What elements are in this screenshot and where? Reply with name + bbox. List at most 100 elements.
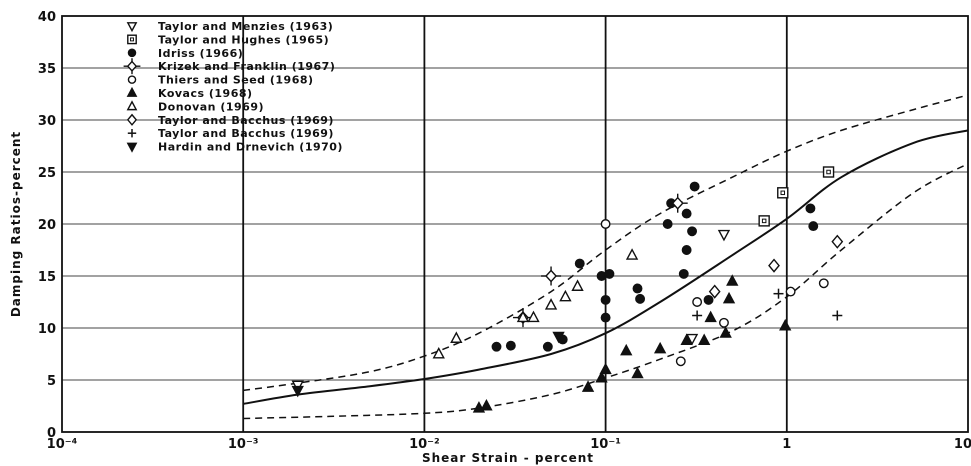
data-point-triangle-up-filled: [726, 274, 739, 286]
y-tick-label: 25: [38, 166, 56, 181]
data-point-diamond-cross: [667, 193, 688, 213]
data-point-circle-filled: [632, 283, 643, 294]
data-point-triangle-down-open: [717, 229, 731, 242]
x-tick-label: 10⁻⁴: [47, 437, 78, 452]
data-point-triangle-up-filled: [581, 380, 595, 392]
data-point-triangle-up-filled: [680, 333, 693, 346]
data-point-circle-filled: [600, 312, 611, 323]
data-point-triangle-up-open: [625, 248, 639, 260]
y-tick-label: 5: [47, 374, 56, 389]
y-tick-label: 15: [38, 270, 56, 285]
legend-entry: Idriss (1966): [158, 47, 243, 60]
legend-entry: Taylor and Hughes (1965): [158, 33, 329, 46]
data-point-triangle-up-filled: [599, 362, 612, 375]
data-points: [291, 166, 844, 413]
legend-marker: [126, 142, 138, 153]
curves: [243, 94, 969, 420]
data-point-triangle-up-open: [432, 347, 445, 359]
data-point-circle-open: [675, 356, 686, 367]
data-point-circle-filled: [600, 294, 611, 305]
data-point-circle-open: [818, 278, 829, 289]
data-point-triangle-up-filled: [480, 399, 493, 411]
data-point-circle-filled: [662, 219, 673, 229]
legend-entry: Kovacs (1968): [158, 87, 253, 100]
data-point-triangle-up-filled: [779, 318, 792, 331]
data-point-circle-filled: [491, 341, 502, 352]
y-tick-label: 40: [38, 10, 56, 25]
x-tick-labels: 10⁻⁴ 10⁻³ 10⁻² 10⁻¹ 1 10: [47, 437, 971, 452]
data-point-circle-filled: [505, 340, 516, 351]
data-point-triangle-up-filled: [653, 341, 667, 354]
data-point-triangle-up-open: [516, 310, 530, 323]
data-point-plus: [773, 288, 784, 299]
data-point-diamond-cross: [541, 266, 562, 286]
legend-marker: [126, 113, 138, 126]
data-point-triangle-up-open: [527, 310, 540, 323]
y-tick-label: 35: [38, 62, 56, 77]
mean-curve: [243, 129, 969, 405]
data-point-plus: [832, 310, 843, 321]
data-point-triangle-up-filled: [719, 326, 732, 338]
legend-marker: [127, 75, 137, 84]
data-point-circle-open: [692, 297, 703, 307]
data-point-plus: [692, 310, 703, 321]
data-point-triangle-up-filled: [722, 291, 736, 304]
data-point-circle-filled: [542, 341, 553, 352]
legend-entry: Donovan (1969): [158, 100, 264, 113]
data-point-triangle-up-filled: [631, 366, 644, 379]
x-axis-label: Shear Strain - percent: [422, 451, 594, 465]
data-point-circle-filled: [596, 271, 607, 281]
legend-marker: [126, 100, 138, 111]
legend-entry: Krizek and Franklin (1967): [158, 60, 335, 73]
y-tick-label: 30: [38, 114, 56, 129]
plot-frame: [61, 15, 969, 433]
y-axis-label: Damping Ratios-percent: [9, 131, 23, 317]
x-tick-label: 10⁻¹: [590, 437, 621, 452]
data-point-circle-filled: [681, 245, 692, 255]
data-point-circle-open: [600, 219, 611, 229]
bound-curve: [243, 94, 969, 392]
data-point-triangle-up-open: [559, 289, 572, 302]
data-point-square-open: [822, 166, 835, 178]
data-point-circle-open: [785, 286, 796, 297]
data-point-circle-filled: [604, 268, 615, 279]
data-point-circle-filled: [678, 268, 689, 279]
y-tick-label: 0: [47, 426, 56, 441]
data-point-diamond-open: [768, 258, 780, 273]
legend-entry: Hardin and Drnevich (1970): [158, 141, 343, 154]
y-tick-labels: 0 5 10 15 20 25 30 35 40: [38, 10, 56, 441]
data-point-square-open: [777, 187, 789, 199]
data-point-triangle-up-open: [571, 279, 584, 291]
legend-marker: [127, 129, 137, 138]
data-point-triangle-down-filled: [552, 331, 565, 344]
legend-entry: Thiers and Seed (1968): [158, 74, 314, 87]
data-point-square-open: [758, 215, 770, 227]
x-tick-label: 1: [782, 437, 791, 452]
data-point-circle-open: [719, 317, 729, 328]
data-point-triangle-up-filled: [595, 370, 608, 383]
y-tick-label: 20: [38, 218, 56, 233]
data-point-circle-filled: [635, 293, 646, 304]
data-point-triangle-up-filled: [620, 343, 633, 356]
data-point-diamond-open: [708, 284, 721, 299]
legend: Taylor and Menzies (1963)Taylor and Hugh…: [123, 20, 343, 154]
x-tick-label: 10: [954, 437, 971, 452]
data-point-diamond-open: [831, 234, 844, 249]
legend-entry: Taylor and Bacchus (1969): [158, 127, 334, 140]
x-tick-label: 10⁻²: [409, 437, 440, 452]
data-point-circle-filled: [687, 226, 698, 237]
legend-marker: [126, 22, 138, 33]
legend-marker: [127, 48, 137, 58]
data-point-triangle-up-filled: [704, 310, 717, 323]
x-tick-label: 10⁻³: [228, 437, 259, 452]
legend-marker: [126, 86, 138, 97]
data-point-circle-filled: [689, 181, 700, 192]
legend-entry: Taylor and Bacchus (1969): [158, 114, 334, 127]
data-point-triangle-down-filled: [291, 385, 304, 398]
y-tick-label: 10: [38, 322, 56, 337]
data-point-circle-filled: [681, 208, 692, 219]
data-point-circle-filled: [805, 203, 816, 214]
data-point-triangle-up-open: [544, 298, 558, 310]
data-point-triangle-up-open: [450, 331, 463, 343]
